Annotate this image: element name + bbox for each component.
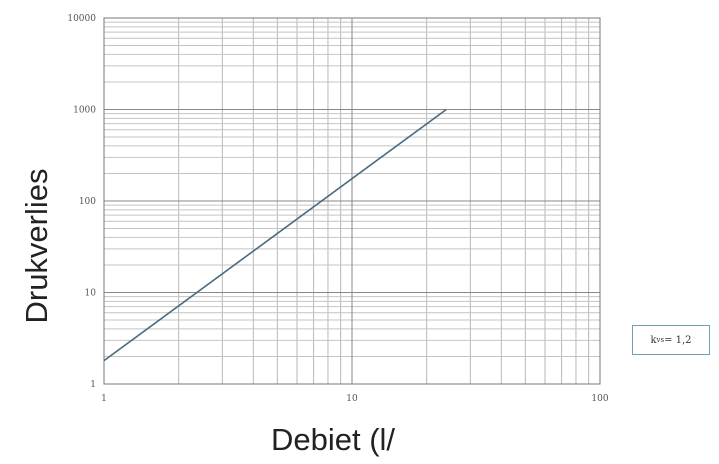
y-tick-label: 100 [79, 197, 96, 207]
kvs-annotation: k vs = 1,2 [632, 325, 710, 355]
y-tick-label: 1 [90, 380, 96, 390]
series-line [103, 108, 447, 362]
kvs-symbol: k [650, 334, 657, 346]
series-layer [103, 108, 447, 362]
y-tick-label: 10 [85, 289, 97, 299]
plot-frame [103, 17, 601, 385]
x-tick-label: 1 [101, 394, 107, 404]
kvs-subscript: vs [656, 336, 665, 344]
major-grid [104, 18, 600, 384]
x-tick-label: 100 [591, 394, 608, 404]
x-tick-label: 10 [346, 394, 358, 404]
y-tick-labels: 1 10 100 1000 10000 [67, 14, 96, 390]
y-tick-label: 1000 [73, 106, 96, 116]
y-tick-label: 10000 [67, 14, 96, 24]
x-tick-labels: 1 10 100 [101, 394, 609, 404]
y-axis-title: Drukverlies [19, 168, 54, 323]
kvs-value: = 1,2 [664, 334, 692, 346]
x-axis-title: Debiet (l/ [271, 422, 395, 457]
